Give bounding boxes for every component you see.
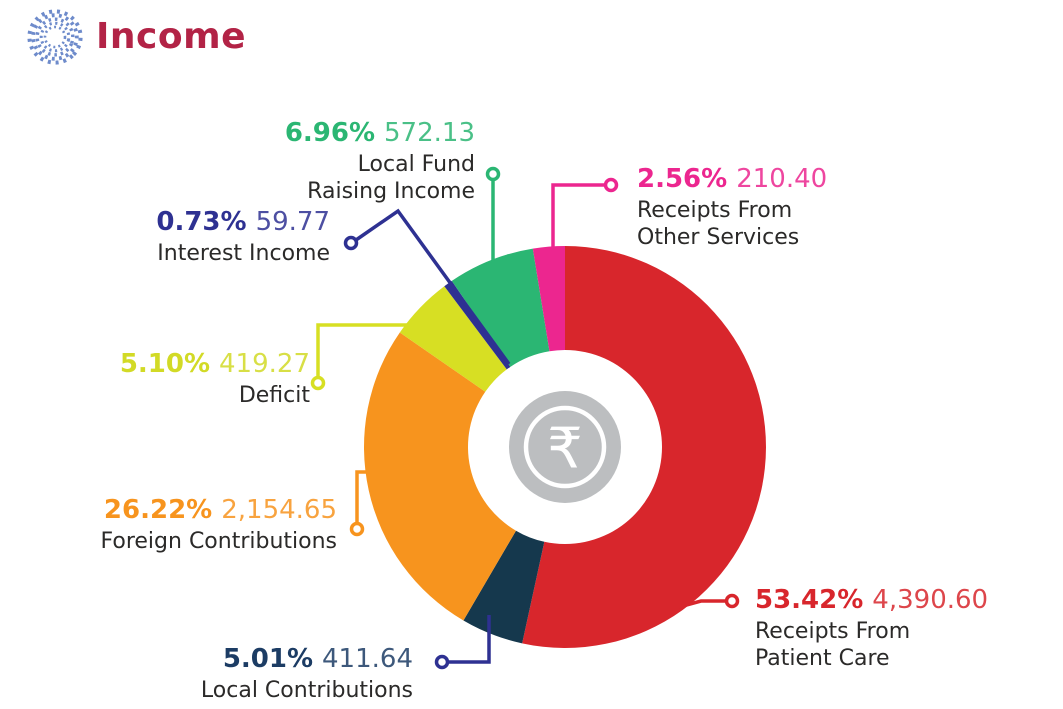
connector-local-fund-raising (485, 166, 501, 261)
segment-receipts-from-other-services (532, 245, 565, 352)
name-other-services: Receipts From Other Services (637, 198, 800, 250)
connector-other-services (551, 177, 619, 252)
percent-deficit: 5.10% (119, 349, 211, 379)
callout-connectors (310, 166, 740, 670)
dotted-circle-logo-icon (27, 9, 83, 65)
label-foreign-contributions: 26.22% 2,154.65 Foreign Contributions (101, 495, 338, 555)
label-patient-care: 53.42% 4,390.60 Receipts From Patient Car… (755, 585, 988, 672)
value-foreign-contributions: 2,154.65 (221, 495, 337, 525)
percent-interest-income: 0.73% (156, 207, 247, 237)
value-local-fund-raising: 572.13 (384, 118, 475, 148)
connector-local-contributions (434, 615, 491, 670)
rupee-symbol: ₹ (547, 417, 583, 482)
value-deficit: 419.27 (219, 349, 310, 379)
coin-inner-ring (523, 405, 607, 489)
segment-local-fund-raising-income (451, 248, 550, 367)
connector-foreign-contributions (349, 470, 371, 537)
connector-interest-income (343, 208, 511, 366)
connector-deficit (310, 323, 407, 391)
connector-patient-care (678, 593, 740, 609)
value-other-services: 210.40 (736, 164, 828, 194)
segment-local-contributions (463, 530, 545, 644)
percent-foreign-contributions: 26.22% (103, 495, 213, 525)
name-foreign-contributions: Foreign Contributions (100, 529, 338, 554)
percent-other-services: 2.56% (637, 164, 728, 194)
value-local-contributions: 411.64 (322, 644, 413, 674)
label-local-fund-raising: 6.96% 572.13 Local Fund Raising Income (285, 118, 475, 205)
donut-segments (363, 245, 766, 649)
value-patient-care: 4,390.60 (872, 585, 989, 615)
label-interest-income: 0.73% 59.77 Interest Income (156, 207, 330, 267)
label-other-services: 2.56% 210.40 Receipts From Other Services (637, 164, 827, 251)
name-local-contributions: Local Contributions (200, 678, 413, 703)
page-title: Income (96, 16, 247, 57)
label-local-contributions: 5.01% 411.64 Local Contributions (201, 644, 413, 704)
segment-interest-income (444, 280, 511, 370)
value-interest-income: 59.77 (255, 207, 330, 237)
rupee-coin-icon: ₹ (509, 391, 621, 503)
name-patient-care: Receipts From Patient Care (755, 619, 911, 671)
label-deficit: 5.10% 419.27 Deficit (120, 349, 310, 409)
name-local-fund-raising: Local Fund Raising Income (307, 152, 475, 204)
segment-receipts-from-patient-care (522, 246, 766, 649)
segment-deficit (399, 286, 507, 392)
percent-local-fund-raising: 6.96% (284, 118, 376, 148)
name-interest-income: Interest Income (157, 241, 330, 266)
name-deficit: Deficit (238, 383, 310, 408)
header: Income (26, 8, 246, 66)
percent-patient-care: 53.42% (755, 585, 864, 615)
percent-local-contributions: 5.01% (222, 644, 314, 674)
segment-foreign-contributions (363, 332, 516, 621)
